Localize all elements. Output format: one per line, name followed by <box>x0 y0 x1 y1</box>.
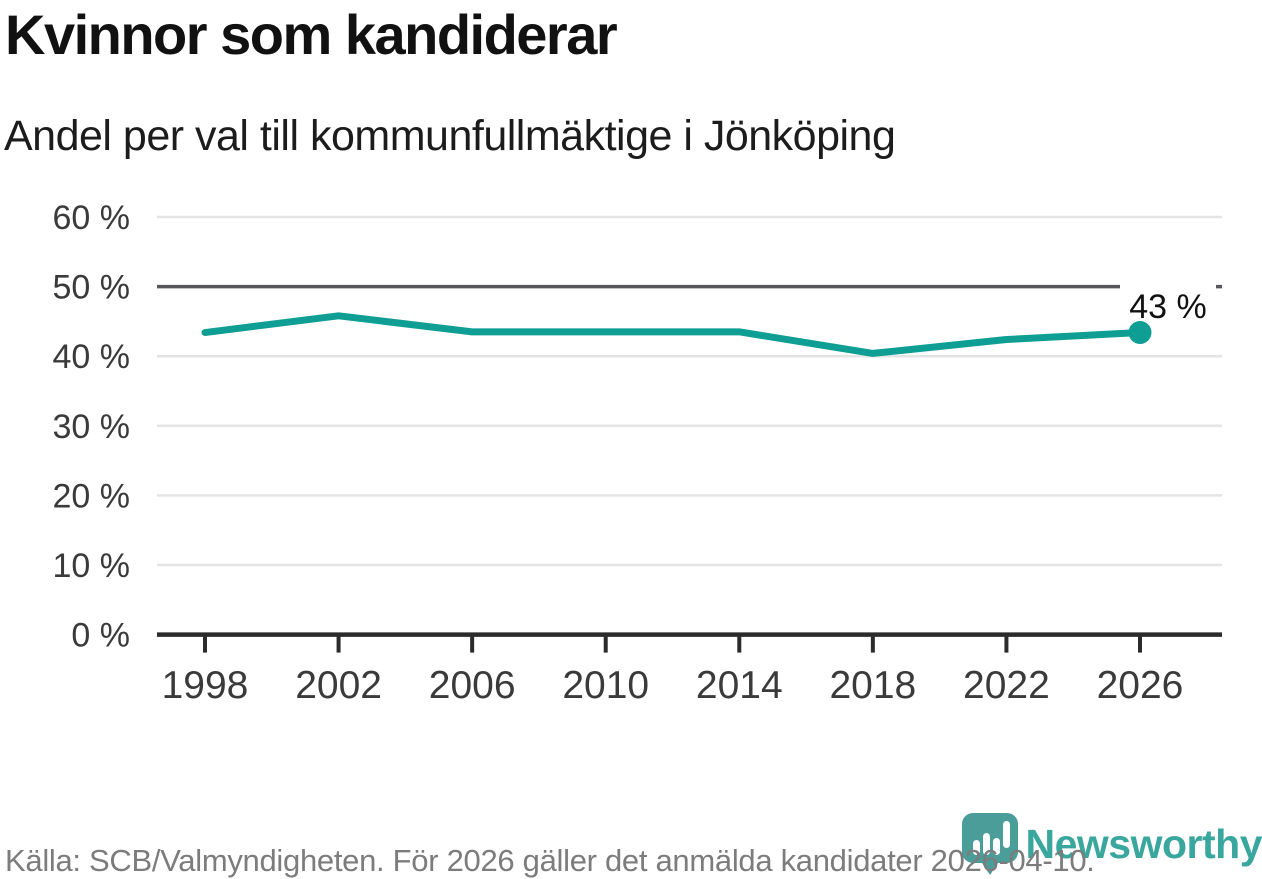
y-axis-tick-label: 30 % <box>53 408 131 446</box>
newsworthy-bubble-bar-chart-icon <box>961 813 1018 875</box>
source-note: Källa: SCB/Valmyndigheten. För 2026 gäll… <box>5 843 1095 878</box>
chart-title: Kvinnor som kandiderar <box>5 3 618 66</box>
y-axis-tick-label: 50 % <box>53 269 131 307</box>
x-axis-tick-label: 2022 <box>963 664 1050 707</box>
x-axis-tick-label: 1998 <box>162 664 249 707</box>
y-axis-tick-label: 60 % <box>53 199 131 237</box>
x-axis-tick-label: 2026 <box>1097 664 1184 707</box>
x-axis-tick-label: 2002 <box>295 664 382 707</box>
newsworthy-wordmark: Newsworthy <box>1025 820 1262 867</box>
data-point-2026 <box>1128 321 1152 345</box>
x-axis-tick-label: 2006 <box>429 664 516 707</box>
newsworthy-logo: Newsworthy <box>961 812 1262 876</box>
end-label-halo <box>1120 276 1216 321</box>
y-axis-tick-label: 20 % <box>53 477 131 515</box>
y-axis-tick-label: 0 % <box>71 617 130 655</box>
y-axis-tick-label: 40 % <box>53 338 131 376</box>
end-label: 43 % <box>1129 288 1207 326</box>
data-line-andel-kvinnor <box>201 312 1144 357</box>
x-axis-tick-label: 2018 <box>829 664 916 707</box>
chart-subtitle: Andel per val till kommunfullmäktige i J… <box>4 112 896 160</box>
x-axis-tick-label: 2014 <box>696 664 783 707</box>
x-axis-tick-label: 2010 <box>562 664 649 707</box>
y-axis-tick-label: 10 % <box>53 547 131 585</box>
line-chart: 0 % 10 % 20 % 30 % 40 % 50 % 60 % 1998 2002 2006 2… <box>53 199 1222 707</box>
